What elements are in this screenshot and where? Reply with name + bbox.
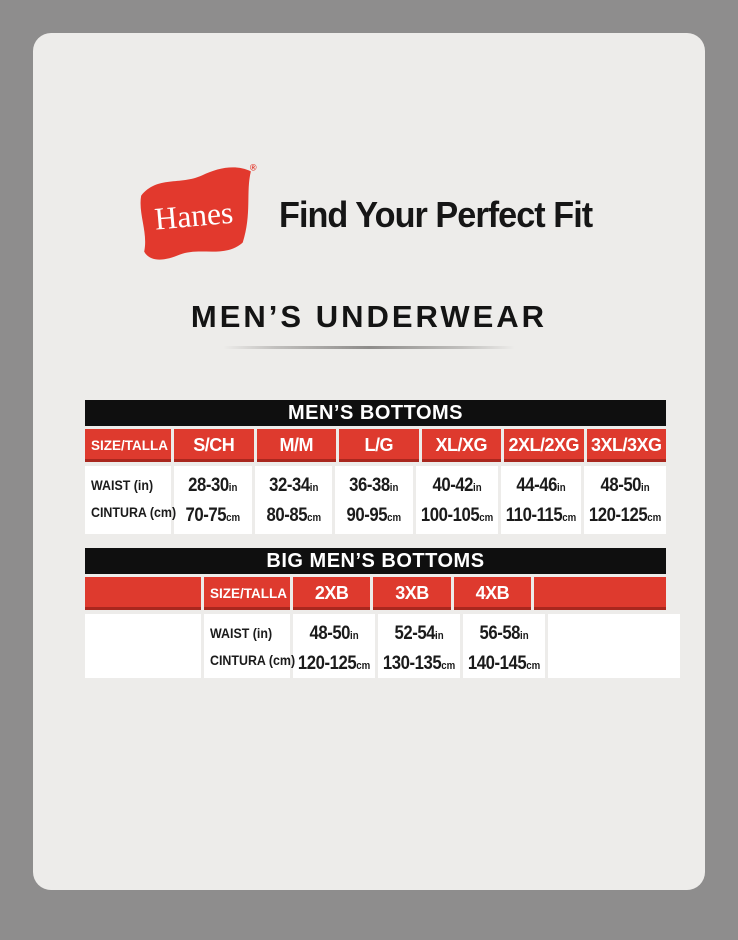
hanes-logo-text: Hanes [153, 195, 234, 237]
size-cell-4xb: 4XB [453, 577, 531, 610]
waist-in-value: 28-30 [188, 475, 229, 496]
measurement-cell-sch: 28-30in 70-75cm [174, 466, 252, 534]
big-men-bottoms-data-row: WAIST (in) CINTURA (cm) 48-50in 120-125c… [85, 614, 681, 678]
measurement-cell-3xl3xg: 48-50in 120-125cm [583, 466, 666, 534]
men-bottoms-title: MEN’S BOTTOMS [287, 402, 464, 424]
unit-in: in [640, 482, 650, 494]
row-label-cell: WAIST (in) CINTURA (cm) [204, 614, 296, 678]
measurement-cell-xlxg: 40-42in 100-105cm [415, 466, 498, 534]
unit-cm: cm [647, 512, 662, 524]
measurement-cell-lg: 36-38in 90-95cm [335, 466, 413, 534]
content-panel: Hanes ® Find Your Perfect Fit MEN’S UNDE… [33, 33, 705, 890]
unit-in: in [228, 482, 238, 494]
waist-in-value: 40-42 [432, 475, 473, 496]
unit-in: in [520, 630, 529, 642]
section-divider [223, 346, 515, 349]
waist-cm-value: 110-115 [505, 505, 563, 526]
men-bottoms-header-row: SIZE/TALLA S/CH M/M L/G XL/XG 2XL/2XG 3X… [85, 429, 666, 462]
size-cell-xlxg: XL/XG [421, 429, 501, 462]
big-men-bottoms-header-row: SIZE/TALLA 2XB 3XB 4XB [85, 577, 666, 610]
empty-data-cell-right [548, 614, 681, 678]
unit-in: in [309, 482, 318, 494]
size-charts: MEN’S BOTTOMS SIZE/TALLA S/CH M/M L/G XL… [85, 400, 681, 678]
registered-mark: ® [250, 162, 257, 172]
waist-in-value: 48-50 [600, 475, 641, 496]
unit-cm: cm [226, 512, 241, 524]
tagline: Find Your Perfect Fit [279, 194, 593, 235]
size-cell-mm: M/M [256, 429, 336, 462]
size-cell-3xb: 3XB [373, 577, 451, 610]
waist-cm-value: 70-75 [185, 505, 227, 526]
measurement-cell-mm: 32-34in 80-85cm [254, 466, 333, 534]
unit-in: in [350, 630, 359, 642]
men-bottoms-title-bar: MEN’S BOTTOMS [85, 400, 666, 426]
unit-in: in [389, 482, 399, 494]
size-cell-2xl2xg: 2XL/2XG [504, 429, 584, 462]
waist-in-value: 56-58 [479, 623, 521, 644]
waist-in-value: 52-54 [394, 623, 436, 644]
unit-in: in [472, 482, 482, 494]
empty-header-cell-right [534, 577, 666, 610]
waist-cm-value: 80-85 [266, 505, 307, 526]
row-label-cell: WAIST (in) CINTURA (cm) [85, 466, 177, 534]
unit-cm: cm [441, 660, 456, 672]
unit-cm: cm [306, 512, 321, 524]
empty-header-cell-left [85, 577, 201, 610]
waist-in-value: 44-46 [516, 475, 557, 496]
unit-in: in [556, 482, 566, 494]
measurement-cell-4xb: 56-58in 140-145cm [463, 614, 546, 678]
unit-cm: cm [562, 512, 577, 524]
hanes-logo: Hanes ® [133, 161, 259, 267]
empty-data-cell-left [85, 614, 201, 678]
big-men-bottoms-title-bar: BIG MEN’S BOTTOMS [85, 548, 666, 574]
size-cell-2xb: 2XB [293, 577, 371, 610]
unit-cm: cm [526, 660, 541, 672]
unit-cm: cm [356, 660, 371, 672]
waist-in-value: 48-50 [309, 623, 351, 644]
waist-cm-value: 140-145 [468, 653, 527, 674]
size-cell-lg: L/G [339, 429, 419, 462]
waist-cm-value: 130-135 [383, 653, 442, 674]
waist-cm-value: 90-95 [346, 505, 388, 526]
unit-in: in [435, 630, 444, 642]
hanes-flag-icon: Hanes ® [140, 162, 257, 260]
big-men-bottoms-title: BIG MEN’S BOTTOMS [266, 550, 485, 572]
unit-cm: cm [387, 512, 402, 524]
size-talla-header-cell: SIZE/TALLA [85, 429, 171, 462]
waist-label: WAIST (in) [91, 478, 154, 493]
cintura-label: CINTURA (cm) [210, 653, 296, 668]
waist-cm-value: 120-125 [297, 653, 357, 674]
size-cell-3xl3xg: 3XL/3XG [586, 429, 666, 462]
size-cell-sch: S/CH [174, 429, 254, 462]
unit-cm: cm [478, 512, 493, 524]
men-bottoms-data-row: WAIST (in) CINTURA (cm) 28-30in 70-75cm … [85, 466, 666, 534]
size-talla-header-cell: SIZE/TALLA [204, 577, 290, 610]
waist-label: WAIST (in) [210, 626, 273, 641]
cintura-label: CINTURA (cm) [91, 505, 177, 520]
waist-cm-value: 120-125 [588, 505, 648, 526]
waist-in-value: 32-34 [268, 475, 310, 496]
tables-spacer [85, 534, 666, 548]
waist-cm-value: 100-105 [420, 505, 480, 526]
measurement-cell-2xl2xg: 44-46in 110-115cm [500, 466, 581, 534]
measurement-cell-2xb: 48-50in 120-125cm [293, 614, 376, 678]
waist-in-value: 36-38 [349, 475, 390, 496]
measurement-cell-3xb: 52-54in 130-135cm [378, 614, 461, 678]
section-title: MEN’S UNDERWEAR [190, 299, 548, 334]
